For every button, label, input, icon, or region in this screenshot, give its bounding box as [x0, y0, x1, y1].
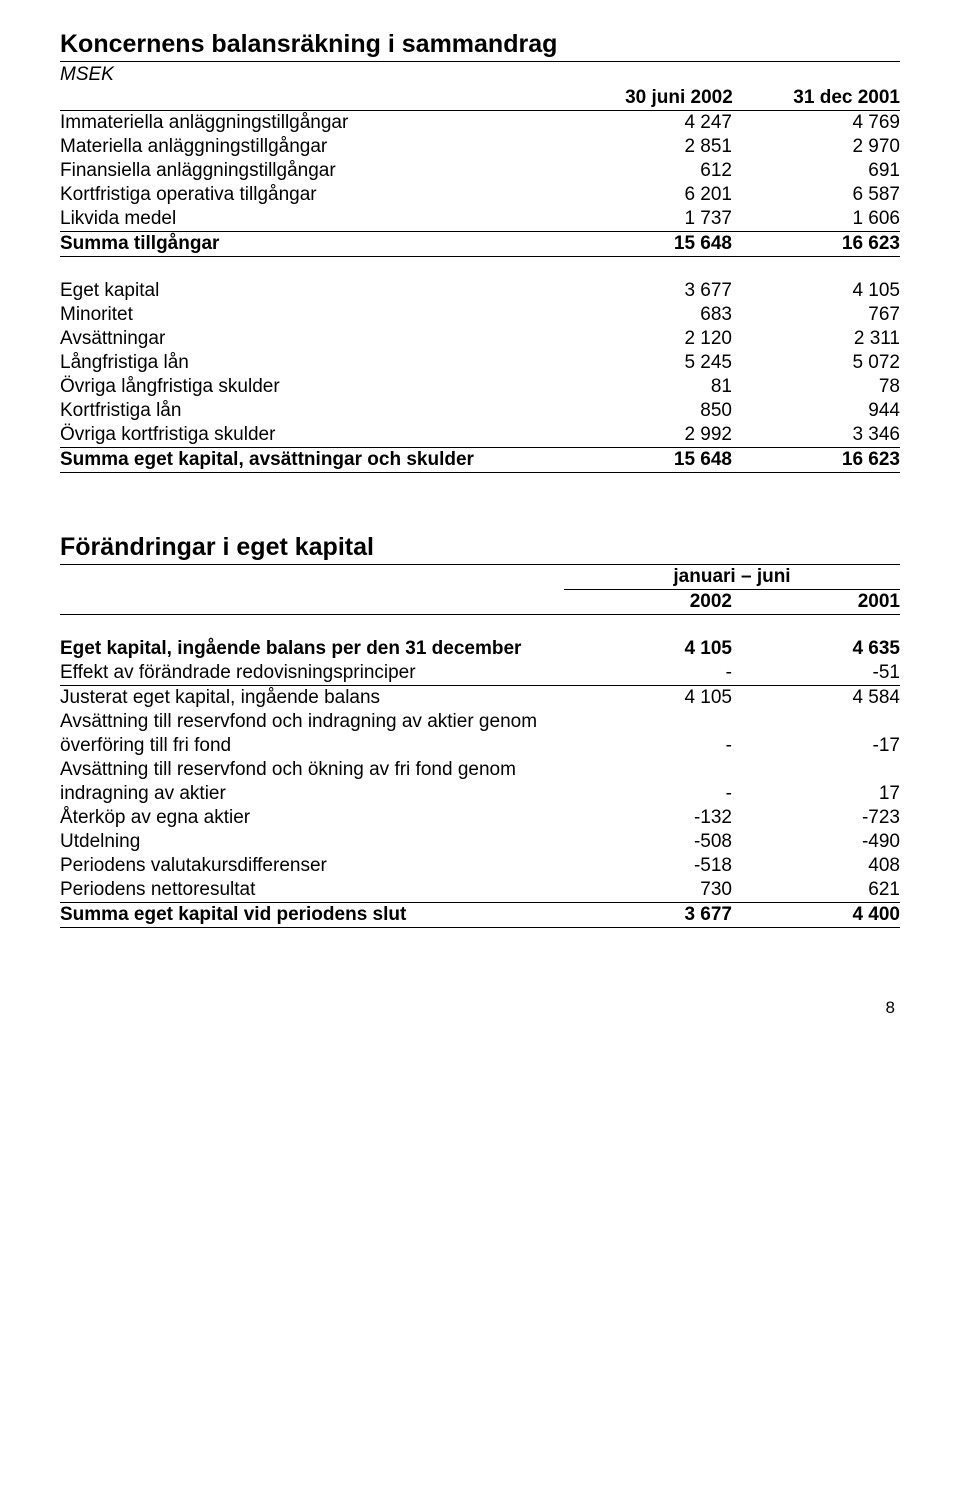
table-row-v1: 4 247 [564, 111, 732, 135]
table-row-v1: -518 [564, 854, 732, 878]
table-row-label: Återköp av egna aktier [60, 806, 564, 830]
t1-sumtop-label: Summa tillgångar [60, 232, 564, 257]
t1-sumbot-v1: 15 648 [564, 448, 732, 473]
table1-unit: MSEK [60, 62, 900, 86]
table2-title: Förändringar i eget kapital [60, 533, 374, 561]
balance-sheet-section: Koncernens balansräkning i sammandrag MS… [60, 30, 900, 473]
t2-sum-v2: 4 400 [732, 903, 900, 928]
table-row-v1: 612 [564, 159, 732, 183]
table-row-v1: 1 737 [564, 207, 732, 231]
table-row-v1: -132 [564, 806, 732, 830]
table-row-v2: 17 [732, 782, 900, 806]
table-row-label: överföring till fri fond [60, 734, 564, 758]
table-row-v1: - [564, 661, 732, 686]
table-row-label: Utdelning [60, 830, 564, 854]
t2-sum-label: Summa eget kapital vid periodens slut [60, 903, 564, 928]
t1-sumtop-v2: 16 623 [732, 232, 900, 257]
table-row-v1: 850 [564, 399, 732, 423]
table1-rows-bottom: Eget kapital3 6774 105 Minoritet683767 Avs… [60, 279, 900, 447]
t2-sum-v1: 3 677 [564, 903, 732, 928]
table-row-v1: 2 120 [564, 327, 732, 351]
table-row-label: Justerat eget kapital, ingående balans [60, 686, 564, 711]
t1-sumbot-label: Summa eget kapital, avsättningar och sku… [60, 448, 564, 473]
table-row-v1: - [564, 782, 732, 806]
table-row-label: Finansiella anläggningstillgångar [60, 159, 564, 183]
table1-title: Koncernens balansräkning i sammandrag [60, 30, 557, 58]
table-row-label: Avsättning till reservfond och indragnin… [60, 710, 564, 734]
table-row-label: Kortfristiga operativa tillgångar [60, 183, 564, 207]
table-row-v2: -490 [732, 830, 900, 854]
table-row-v2: 3 346 [732, 423, 900, 447]
table-row-label: Effekt av förändrade redovisningsprincip… [60, 661, 564, 686]
table1-sum-bottom: Summa eget kapital, avsättningar och sku… [60, 447, 900, 473]
table-row-v1: 683 [564, 303, 732, 327]
table1-rows-top: Immateriella anläggningstillgångar4 2474… [60, 111, 900, 231]
table-row-v2: -723 [732, 806, 900, 830]
table-row-label: Likvida medel [60, 207, 564, 231]
table-row-v2: 691 [732, 159, 900, 183]
table-row-v2: 2 311 [732, 327, 900, 351]
table-row-v2: 621 [732, 878, 900, 902]
table-row-label: Långfristiga lån [60, 351, 564, 375]
table-row-v1: 3 677 [564, 279, 732, 303]
table-row-v1: 4 105 [564, 637, 732, 661]
table-row-v1: 4 105 [564, 686, 732, 711]
table-row-v2: 408 [732, 854, 900, 878]
table-row-v2: 4 769 [732, 111, 900, 135]
table-row-label: Avsättningar [60, 327, 564, 351]
table-row-label: Övriga långfristiga skulder [60, 375, 564, 399]
table-row-v1: 81 [564, 375, 732, 399]
table2-title-row: Förändringar i eget kapital [60, 533, 900, 565]
table-row-v2: 944 [732, 399, 900, 423]
table-row-label: Kortfristiga lån [60, 399, 564, 423]
table-row-v2: 4 105 [732, 279, 900, 303]
table-row-label: Immateriella anläggningstillgångar [60, 111, 564, 135]
table-row-v2: -51 [732, 661, 900, 686]
table-row-v2: 4 584 [732, 686, 900, 711]
table-row-label: Övriga kortfristiga skulder [60, 423, 564, 447]
table2-header: januari – juni 2002 2001 [60, 565, 900, 615]
table-row-label: Materiella anläggningstillgångar [60, 135, 564, 159]
table-row-v2: 5 072 [732, 351, 900, 375]
table-row-label: indragning av aktier [60, 782, 564, 806]
table1-sum-top: Summa tillgångar 15 648 16 623 [60, 231, 900, 257]
table2-span-header: januari – juni [564, 565, 900, 590]
table1-title-row: Koncernens balansräkning i sammandrag [60, 30, 900, 62]
table2-sum: Summa eget kapital vid periodens slut 3 … [60, 902, 900, 928]
table-row-label: Eget kapital [60, 279, 564, 303]
table-row-v2: 78 [732, 375, 900, 399]
table-row-label: Periodens valutakursdifferenser [60, 854, 564, 878]
table1-col-header-0: 30 juni 2002 [564, 86, 733, 111]
table2-col-header-0: 2002 [564, 590, 732, 615]
table-row-v1: 730 [564, 878, 732, 902]
table2-rows: Eget kapital, ingående balans per den 31… [60, 637, 900, 902]
table-row-v2: 2 970 [732, 135, 900, 159]
table-row-v2: -17 [732, 734, 900, 758]
table-row-v2: 4 635 [732, 637, 900, 661]
t1-sumbot-v2: 16 623 [732, 448, 900, 473]
table-row-v1: 5 245 [564, 351, 732, 375]
table-row-v1: - [564, 734, 732, 758]
table-row-v2: 767 [732, 303, 900, 327]
table-row-v1: -508 [564, 830, 732, 854]
equity-changes-section: Förändringar i eget kapital januari – ju… [60, 533, 900, 928]
table-row-v1: 6 201 [564, 183, 732, 207]
table-row-v2: 1 606 [732, 207, 900, 231]
table-row-label: Eget kapital, ingående balans per den 31… [60, 637, 564, 661]
table-row-label: Avsättning till reservfond och ökning av… [60, 758, 564, 782]
table-row-v1: 2 992 [564, 423, 732, 447]
table-row-label: Periodens nettoresultat [60, 878, 564, 902]
table-row-v2: 6 587 [732, 183, 900, 207]
table1-col-header-1: 31 dec 2001 [733, 86, 900, 111]
table-row-v1: 2 851 [564, 135, 732, 159]
table-row-label: Minoritet [60, 303, 564, 327]
t1-sumtop-v1: 15 648 [564, 232, 732, 257]
page-number: 8 [60, 998, 900, 1018]
table1-header: 30 juni 2002 31 dec 2001 [60, 86, 900, 111]
table2-col-header-1: 2001 [732, 590, 900, 615]
